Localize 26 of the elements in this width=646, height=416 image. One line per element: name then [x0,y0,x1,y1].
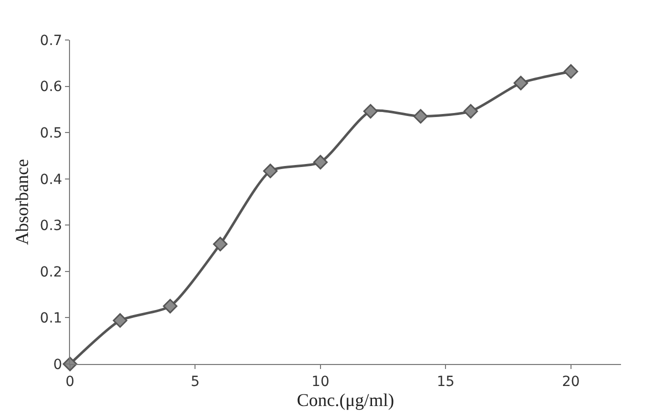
y-tick-label: 0.4 [40,172,62,188]
point [62,356,78,372]
x-tick-label: 0 [66,374,74,390]
y-axis-title: Absorbance [12,159,32,245]
point [263,164,278,178]
point [463,104,478,119]
point [413,109,428,124]
point [112,313,128,328]
y-tick-label: 0.1 [40,310,62,327]
y-tick-label: 0.5 [40,125,62,142]
point [363,104,378,119]
point [313,154,328,170]
x-tick-label: 20 [562,374,580,390]
y-tick-label: 0.7 [40,32,62,49]
y-tick-label: 0.2 [40,264,62,280]
y-tick-label: 0 [53,356,62,373]
x-tick-label: 10 [312,374,330,390]
x-tick-label: 5 [190,374,200,390]
point [514,76,528,90]
point [564,64,578,79]
y-tick-label: 0.3 [40,218,62,234]
point [213,236,228,252]
x-axis-title: Conc.(μg/ml) [296,390,394,410]
point [162,298,178,314]
y-tick-label: 0.6 [40,79,62,96]
x-tick-label: 15 [436,374,455,390]
